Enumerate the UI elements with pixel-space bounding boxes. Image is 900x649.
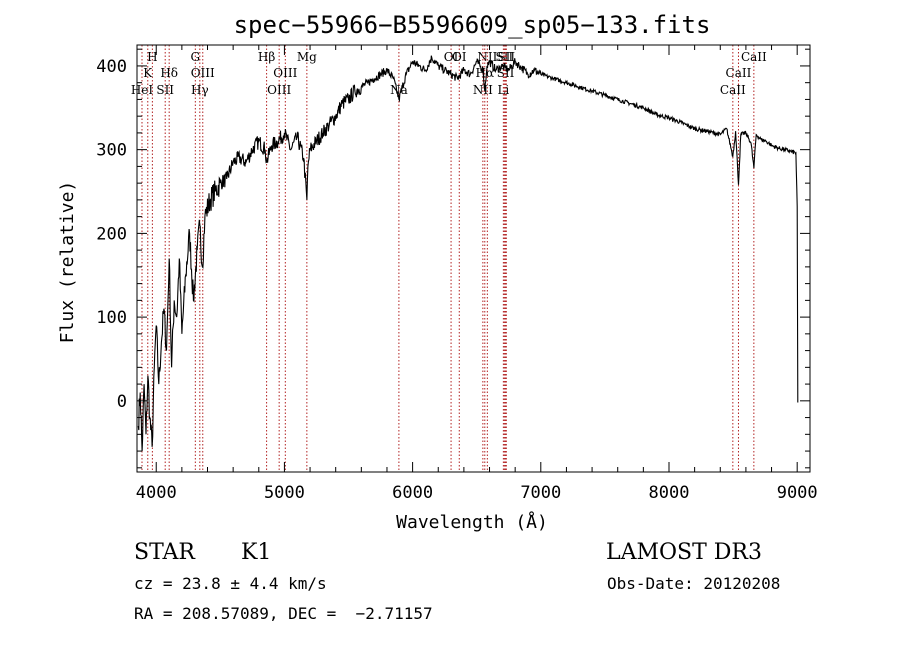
object-class: STAR xyxy=(134,540,195,565)
redshift-readout: cz = 23.8 ± 4.4 km/s xyxy=(134,574,327,593)
spectral-line-label: SII xyxy=(496,50,514,64)
spectral-line-label: OIII xyxy=(273,66,297,80)
spectral-line-label: Hβ xyxy=(258,50,275,64)
y-tick-label: 300 xyxy=(96,141,127,161)
spectral-line-label: Hδ xyxy=(160,66,178,80)
spectral-line-label: Li xyxy=(497,83,509,97)
spectral-line-label: OI xyxy=(444,50,459,64)
x-tick-label: 9000 xyxy=(777,483,818,503)
spectral-line-label: H xyxy=(147,50,157,64)
spectral-line-label: SII xyxy=(156,83,174,97)
chart-title: spec−55966−B5596609_sp05−133.fits xyxy=(234,11,711,39)
spectral-line-label: NII xyxy=(473,83,493,97)
spectral-line-label: SII xyxy=(497,50,515,64)
y-tick-label: 100 xyxy=(96,308,127,328)
y-tick-label: 200 xyxy=(96,224,127,244)
y-tick-label: 0 xyxy=(117,392,127,412)
survey-label: LAMOST DR3 xyxy=(606,540,762,565)
spectral-line-label: CaII xyxy=(741,50,767,64)
spectral-line-label: OI xyxy=(452,50,467,64)
spectral-line-label: K xyxy=(143,66,153,80)
spectral-line-label: OIII xyxy=(267,83,291,97)
spectral-line-label: Hγ xyxy=(191,83,209,97)
spectral-line-label: CaII xyxy=(726,66,752,80)
flux-series-line xyxy=(137,55,799,452)
spectral-line-label: Hα xyxy=(475,66,494,80)
spectral-line-label: OIII xyxy=(191,66,215,80)
x-tick-label: 4000 xyxy=(136,483,177,503)
x-tick-label: 8000 xyxy=(649,483,690,503)
x-tick-label: 5000 xyxy=(264,483,305,503)
coordinates-readout: RA = 208.57089, DEC = −2.71157 xyxy=(134,604,433,623)
y-axis-label: Flux (relative) xyxy=(57,181,78,344)
x-axis-label: Wavelength (Å) xyxy=(396,511,548,533)
y-tick-label: 400 xyxy=(96,57,127,77)
x-tick-label: 6000 xyxy=(392,483,433,503)
spectral-line-label: G xyxy=(191,50,201,64)
obs-date-readout: Obs-Date: 20120208 xyxy=(607,574,781,593)
spectral-line-label: Mg xyxy=(297,50,317,64)
spectral-line-label: HeI xyxy=(131,83,154,97)
object-subclass: K1 xyxy=(241,540,272,565)
plot-frame xyxy=(136,44,811,473)
spectral-line-label: CaII xyxy=(720,83,746,97)
x-tick-label: 7000 xyxy=(520,483,561,503)
axis-ticks: 4000 5000 6000 7000 8000 9000 0 100 200 300 400 xyxy=(96,45,818,503)
